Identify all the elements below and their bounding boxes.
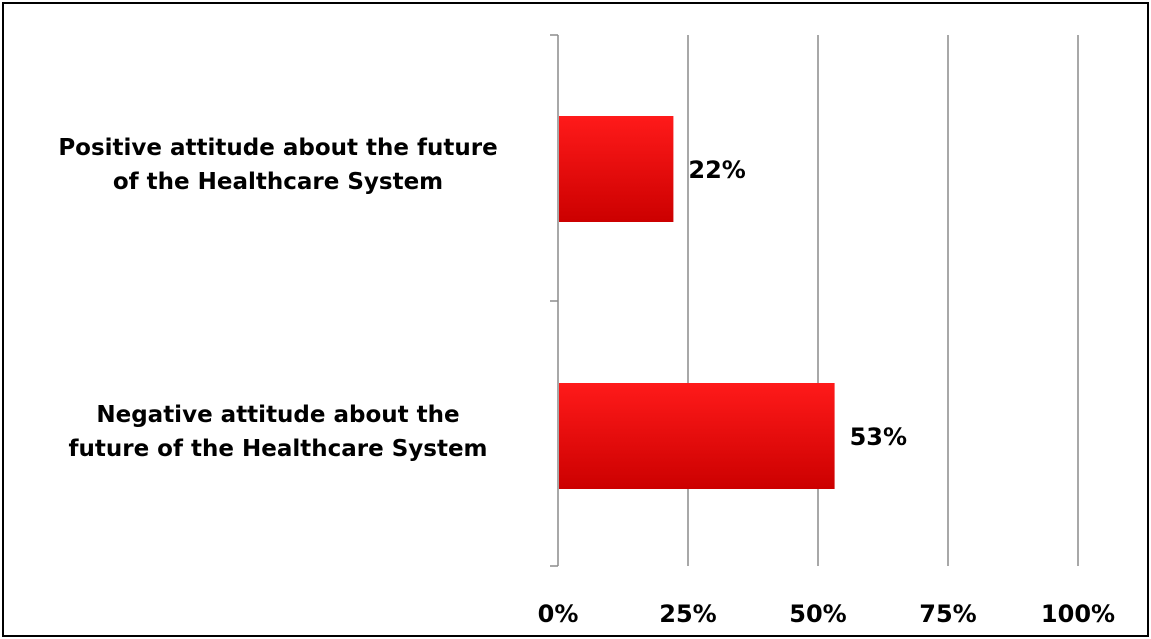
- x-tick-label: 75%: [919, 600, 976, 628]
- bars: [559, 116, 835, 489]
- data-label: 22%: [688, 156, 745, 184]
- category-label: Negative attitude about the future of the…: [68, 402, 487, 462]
- bar: [559, 116, 674, 222]
- category-label-line: future of the Healthcare System: [68, 436, 487, 462]
- y-axis: [550, 34, 559, 567]
- category-label-line: of the Healthcare System: [113, 169, 443, 195]
- category-label-line: Negative attitude about the: [96, 402, 459, 428]
- labels: 22% 53% Positive attitude about the future…: [58, 135, 1115, 628]
- x-tick-label: 25%: [659, 600, 716, 628]
- category-label: Positive attitude about the future of the…: [58, 135, 497, 195]
- x-tick-label: 100%: [1041, 600, 1115, 628]
- bar-chart: 22% 53% Positive attitude about the future…: [58, 34, 1115, 628]
- x-tick-label: 0%: [538, 600, 579, 628]
- x-tick-label: 50%: [789, 600, 846, 628]
- bar: [559, 383, 835, 489]
- category-label-line: Positive attitude about the future: [58, 135, 497, 161]
- data-label: 53%: [850, 423, 907, 451]
